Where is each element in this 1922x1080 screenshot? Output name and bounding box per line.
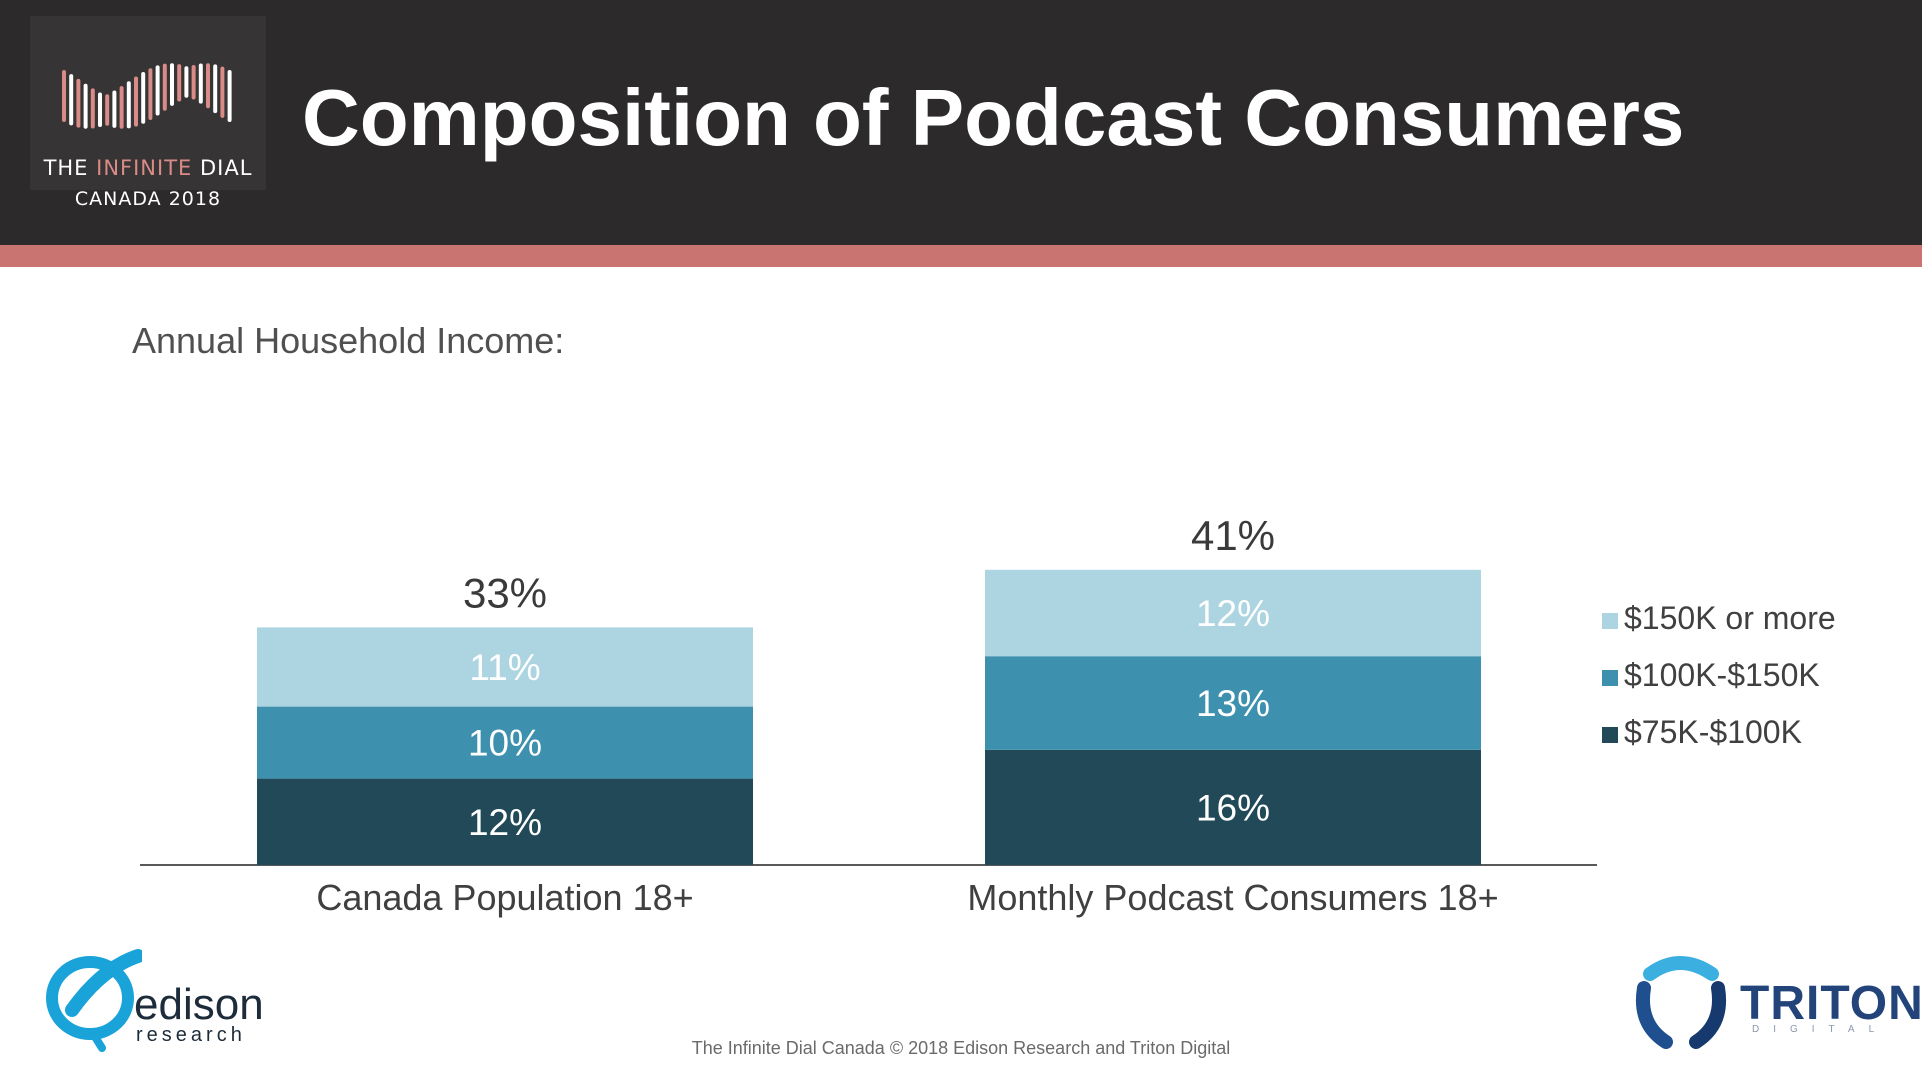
bar-value-label: 12% bbox=[1196, 593, 1270, 634]
legend-label: $75K-$100K bbox=[1624, 714, 1802, 750]
bar-segment bbox=[257, 627, 753, 707]
legend-label: $150K or more bbox=[1624, 600, 1836, 636]
infinite-dial-logo: THE INFINITE DIAL CANADA 2018 bbox=[30, 16, 266, 210]
bar-value-label: 11% bbox=[469, 647, 540, 688]
logo-bar bbox=[155, 65, 160, 116]
logo-bar bbox=[148, 68, 153, 120]
category-monthly-podcast-consumers: Monthly Podcast Consumers 18+ bbox=[967, 877, 1498, 918]
logo-bar bbox=[198, 63, 203, 104]
logo-text-line2: CANADA 2018 bbox=[74, 188, 222, 210]
bar-value-label: 16% bbox=[1196, 787, 1270, 828]
logo-bar bbox=[62, 70, 66, 122]
legend-swatch bbox=[1602, 727, 1618, 743]
logo-bar bbox=[227, 70, 232, 122]
logo-bar bbox=[76, 78, 81, 128]
bar-total-label: 33% bbox=[463, 569, 547, 616]
legend-swatch bbox=[1602, 613, 1618, 629]
header-accent-stripe bbox=[0, 245, 1922, 267]
logo-bar bbox=[90, 88, 95, 129]
logo-bar bbox=[83, 83, 88, 129]
bar-segment bbox=[985, 569, 1481, 657]
logo-bar bbox=[112, 90, 117, 128]
logo-bar bbox=[119, 86, 124, 129]
logo-bar bbox=[141, 72, 146, 124]
category-canada-population: Canada Population 18+ bbox=[316, 877, 693, 918]
edison-wordmark: edison bbox=[134, 980, 264, 1029]
logo-bar bbox=[105, 94, 110, 126]
legend-label: $100K-$150K bbox=[1624, 657, 1820, 693]
triton-logo-icon bbox=[1636, 956, 1726, 1049]
chart-title: Annual Household Income: bbox=[132, 320, 565, 361]
legend-swatch bbox=[1602, 670, 1618, 686]
logo-bar bbox=[162, 63, 167, 111]
logo-bar bbox=[69, 74, 74, 126]
bar-value-label: 10% bbox=[468, 723, 542, 764]
edison-subtext: research bbox=[136, 1024, 246, 1046]
logo-bar bbox=[184, 66, 189, 98]
logo-bar bbox=[177, 64, 182, 102]
page-title: Composition of Podcast Consumers bbox=[302, 73, 1685, 162]
bar-segment bbox=[985, 749, 1481, 865]
bar-total-label: 41% bbox=[1191, 512, 1275, 559]
logo-bar bbox=[126, 81, 131, 129]
bar-value-label: 12% bbox=[468, 802, 542, 843]
logo-bar bbox=[206, 63, 210, 109]
copyright-footer: The Infinite Dial Canada © 2018 Edison R… bbox=[691, 1038, 1231, 1058]
bar-value-label: 13% bbox=[1196, 683, 1270, 724]
logo-bar bbox=[213, 64, 218, 114]
triton-wordmark: TRITON bbox=[1740, 977, 1922, 1030]
bar-segment bbox=[257, 706, 753, 779]
logo-bar bbox=[98, 92, 102, 127]
stacked-bar-chart: 12% 10% 11% 33% Canada Population 18+ 16% 13% 1… bbox=[140, 512, 1836, 918]
logo-text-line1: THE INFINITE DIAL bbox=[43, 156, 253, 180]
bar-segment bbox=[985, 656, 1481, 750]
infinite-dial-mark-icon bbox=[62, 63, 232, 129]
bar-segment bbox=[257, 778, 753, 865]
logo-bar bbox=[134, 76, 138, 127]
logo-bar bbox=[170, 63, 174, 106]
header-bar: THE INFINITE DIAL CANADA 2018 Compositio… bbox=[0, 0, 1922, 245]
triton-subtext: DIGITAL bbox=[1752, 1024, 1889, 1035]
edison-logo-icon bbox=[46, 949, 142, 1052]
logo-bar bbox=[220, 66, 225, 118]
logo-bar bbox=[191, 65, 196, 100]
